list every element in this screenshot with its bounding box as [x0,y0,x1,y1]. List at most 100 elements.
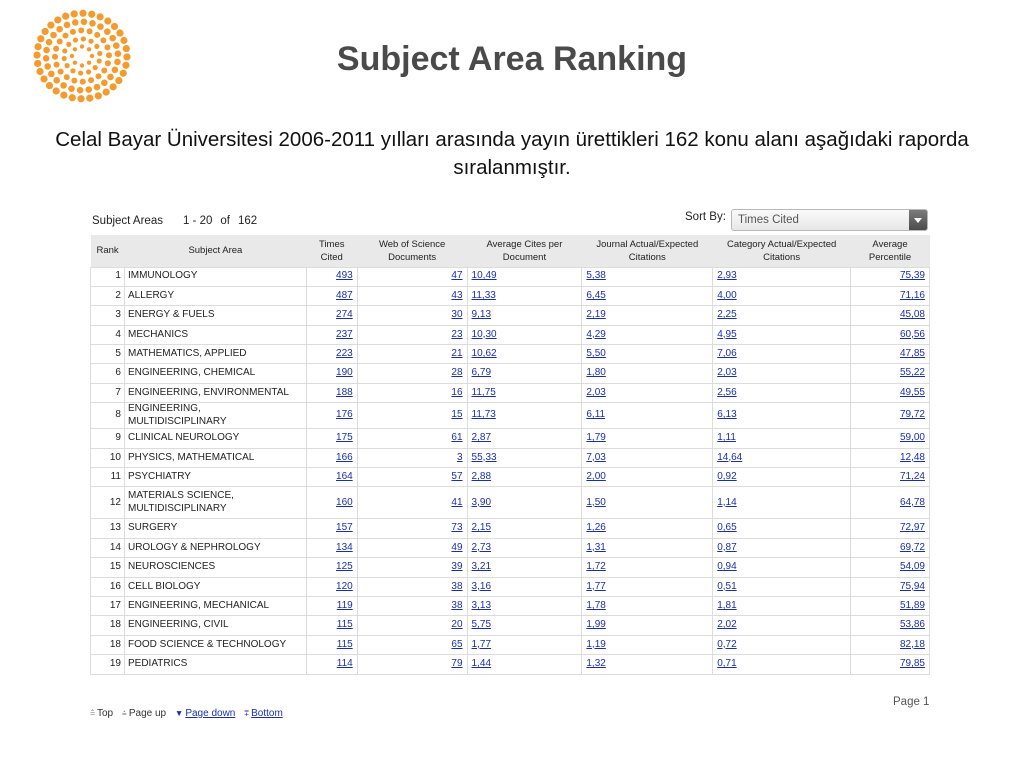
average-cites-link[interactable]: 2,87 [471,432,492,444]
category-actual-expected-link[interactable]: 1,11 [717,432,736,444]
average-cites-link[interactable]: 1,77 [471,638,492,650]
wos-documents-link[interactable]: 16 [451,386,463,398]
times-cited-link[interactable]: 164 [336,470,353,482]
nav-bottom[interactable]: ⩱ Bottom [244,708,283,719]
col-header-journal-actual-expected[interactable]: Journal Actual/Expected Citations [581,235,713,267]
times-cited-link[interactable]: 125 [336,561,353,573]
average-cites-link[interactable]: 11,73 [471,409,496,421]
average-percentile-link[interactable]: 60,56 [899,328,925,340]
journal-actual-expected-link[interactable]: 1,50 [586,496,606,508]
times-cited-link[interactable]: 223 [336,348,353,359]
category-actual-expected-link[interactable]: 2,02 [717,619,737,631]
journal-actual-expected-link[interactable]: 1,77 [586,580,606,592]
category-actual-expected-link[interactable]: 2,03 [717,367,737,379]
average-cites-link[interactable]: 2,88 [471,470,492,482]
category-actual-expected-link[interactable]: 0,71 [717,658,737,670]
wos-documents-link[interactable]: 65 [451,638,463,650]
journal-actual-expected-link[interactable]: 1,72 [586,561,606,573]
journal-actual-expected-link[interactable]: 1,19 [586,638,606,650]
journal-actual-expected-link[interactable]: 1,32 [586,658,606,670]
average-cites-link[interactable]: 1,44 [471,658,492,670]
wos-documents-link[interactable]: 15 [451,409,463,421]
category-actual-expected-link[interactable]: 0,51 [717,580,737,592]
col-header-times-cited[interactable]: Times Cited [306,235,358,267]
average-percentile-link[interactable]: 55,22 [899,367,925,379]
average-cites-link[interactable]: 3,13 [471,599,492,611]
col-header-average-cites[interactable]: Average Cites per Document [467,235,582,267]
wos-documents-link[interactable]: 20 [451,619,463,631]
journal-actual-expected-link[interactable]: 1,79 [586,432,606,444]
average-percentile-link[interactable]: 82,18 [899,638,925,650]
nav-page-up[interactable]: ⩮ Page up [122,708,166,719]
nav-top[interactable]: ⩯ Top [90,708,113,719]
journal-actual-expected-link[interactable]: 5,38 [586,270,606,282]
average-percentile-link[interactable]: 79,72 [899,409,925,421]
wos-documents-link[interactable]: 23 [451,328,463,340]
average-percentile-link[interactable]: 45,08 [899,309,925,321]
average-percentile-link[interactable]: 72,97 [899,522,925,534]
col-header-wos-documents[interactable]: Web of Science Documents [357,235,468,267]
category-actual-expected-link[interactable]: 4,95 [717,328,737,340]
average-percentile-link[interactable]: 59,00 [899,432,925,444]
category-actual-expected-link[interactable]: 0,72 [717,638,737,650]
wos-documents-link[interactable]: 38 [451,580,463,592]
col-header-category-actual-expected[interactable]: Category Actual/Expected Citations [712,235,851,267]
wos-documents-link[interactable]: 43 [451,289,463,301]
category-actual-expected-link[interactable]: 1,14 [717,496,737,508]
average-cites-link[interactable]: 55,33 [471,451,497,463]
times-cited-link[interactable]: 493 [336,270,353,282]
average-cites-link[interactable]: 2,15 [471,522,492,534]
wos-documents-link[interactable]: 38 [451,599,463,611]
average-percentile-link[interactable]: 71,16 [899,289,925,301]
category-actual-expected-link[interactable]: 2,56 [717,386,737,398]
times-cited-link[interactable]: 115 [336,638,353,650]
category-actual-expected-link[interactable]: 6,13 [717,409,737,421]
average-cites-link[interactable]: 10,62 [471,348,497,359]
times-cited-link[interactable]: 166 [336,451,353,463]
chevron-down-icon[interactable] [909,210,927,230]
average-cites-link[interactable]: 11,75 [471,386,496,398]
journal-actual-expected-link[interactable]: 4,29 [586,328,606,340]
times-cited-link[interactable]: 190 [336,367,353,379]
average-cites-link[interactable]: 10,49 [471,270,497,282]
category-actual-expected-link[interactable]: 0,92 [717,470,737,482]
times-cited-link[interactable]: 176 [336,409,353,421]
times-cited-link[interactable]: 487 [336,289,353,301]
journal-actual-expected-link[interactable]: 7,03 [586,451,606,463]
journal-actual-expected-link[interactable]: 2,19 [586,309,606,321]
average-percentile-link[interactable]: 12,48 [899,451,925,463]
times-cited-link[interactable]: 134 [336,541,353,553]
average-cites-link[interactable]: 3,16 [471,580,492,592]
nav-page-down[interactable]: ▼ Page down [175,708,235,719]
journal-actual-expected-link[interactable]: 2,03 [586,386,606,398]
wos-documents-link[interactable]: 73 [451,522,463,534]
wos-documents-link[interactable]: 57 [451,470,463,482]
average-percentile-link[interactable]: 79,85 [899,658,925,670]
category-actual-expected-link[interactable]: 7,06 [717,348,737,359]
average-percentile-link[interactable]: 71,24 [899,470,925,482]
times-cited-link[interactable]: 175 [336,432,353,444]
category-actual-expected-link[interactable]: 0,87 [717,541,737,553]
average-percentile-link[interactable]: 47,85 [899,348,925,359]
times-cited-link[interactable]: 157 [336,522,353,534]
times-cited-link[interactable]: 237 [336,328,353,340]
category-actual-expected-link[interactable]: 14,64 [717,451,743,463]
average-percentile-link[interactable]: 75,94 [899,580,925,592]
average-cites-link[interactable]: 11,33 [471,289,496,301]
wos-documents-link[interactable]: 61 [451,432,463,444]
category-actual-expected-link[interactable]: 0,94 [717,561,737,573]
average-cites-link[interactable]: 9,13 [471,309,492,321]
journal-actual-expected-link[interactable]: 6,45 [586,289,606,301]
average-percentile-link[interactable]: 64,78 [899,496,925,508]
times-cited-link[interactable]: 120 [336,580,353,592]
wos-documents-link[interactable]: 47 [451,270,463,282]
wos-documents-link[interactable]: 30 [451,309,463,321]
wos-documents-link[interactable]: 21 [451,348,463,359]
times-cited-link[interactable]: 160 [336,496,353,508]
average-percentile-link[interactable]: 75,39 [899,270,925,282]
sort-by-select[interactable]: Times Cited [731,209,928,231]
wos-documents-link[interactable]: 49 [451,541,463,553]
times-cited-link[interactable]: 115 [336,619,353,631]
journal-actual-expected-link[interactable]: 1,78 [586,599,606,611]
average-cites-link[interactable]: 6,79 [471,367,492,379]
